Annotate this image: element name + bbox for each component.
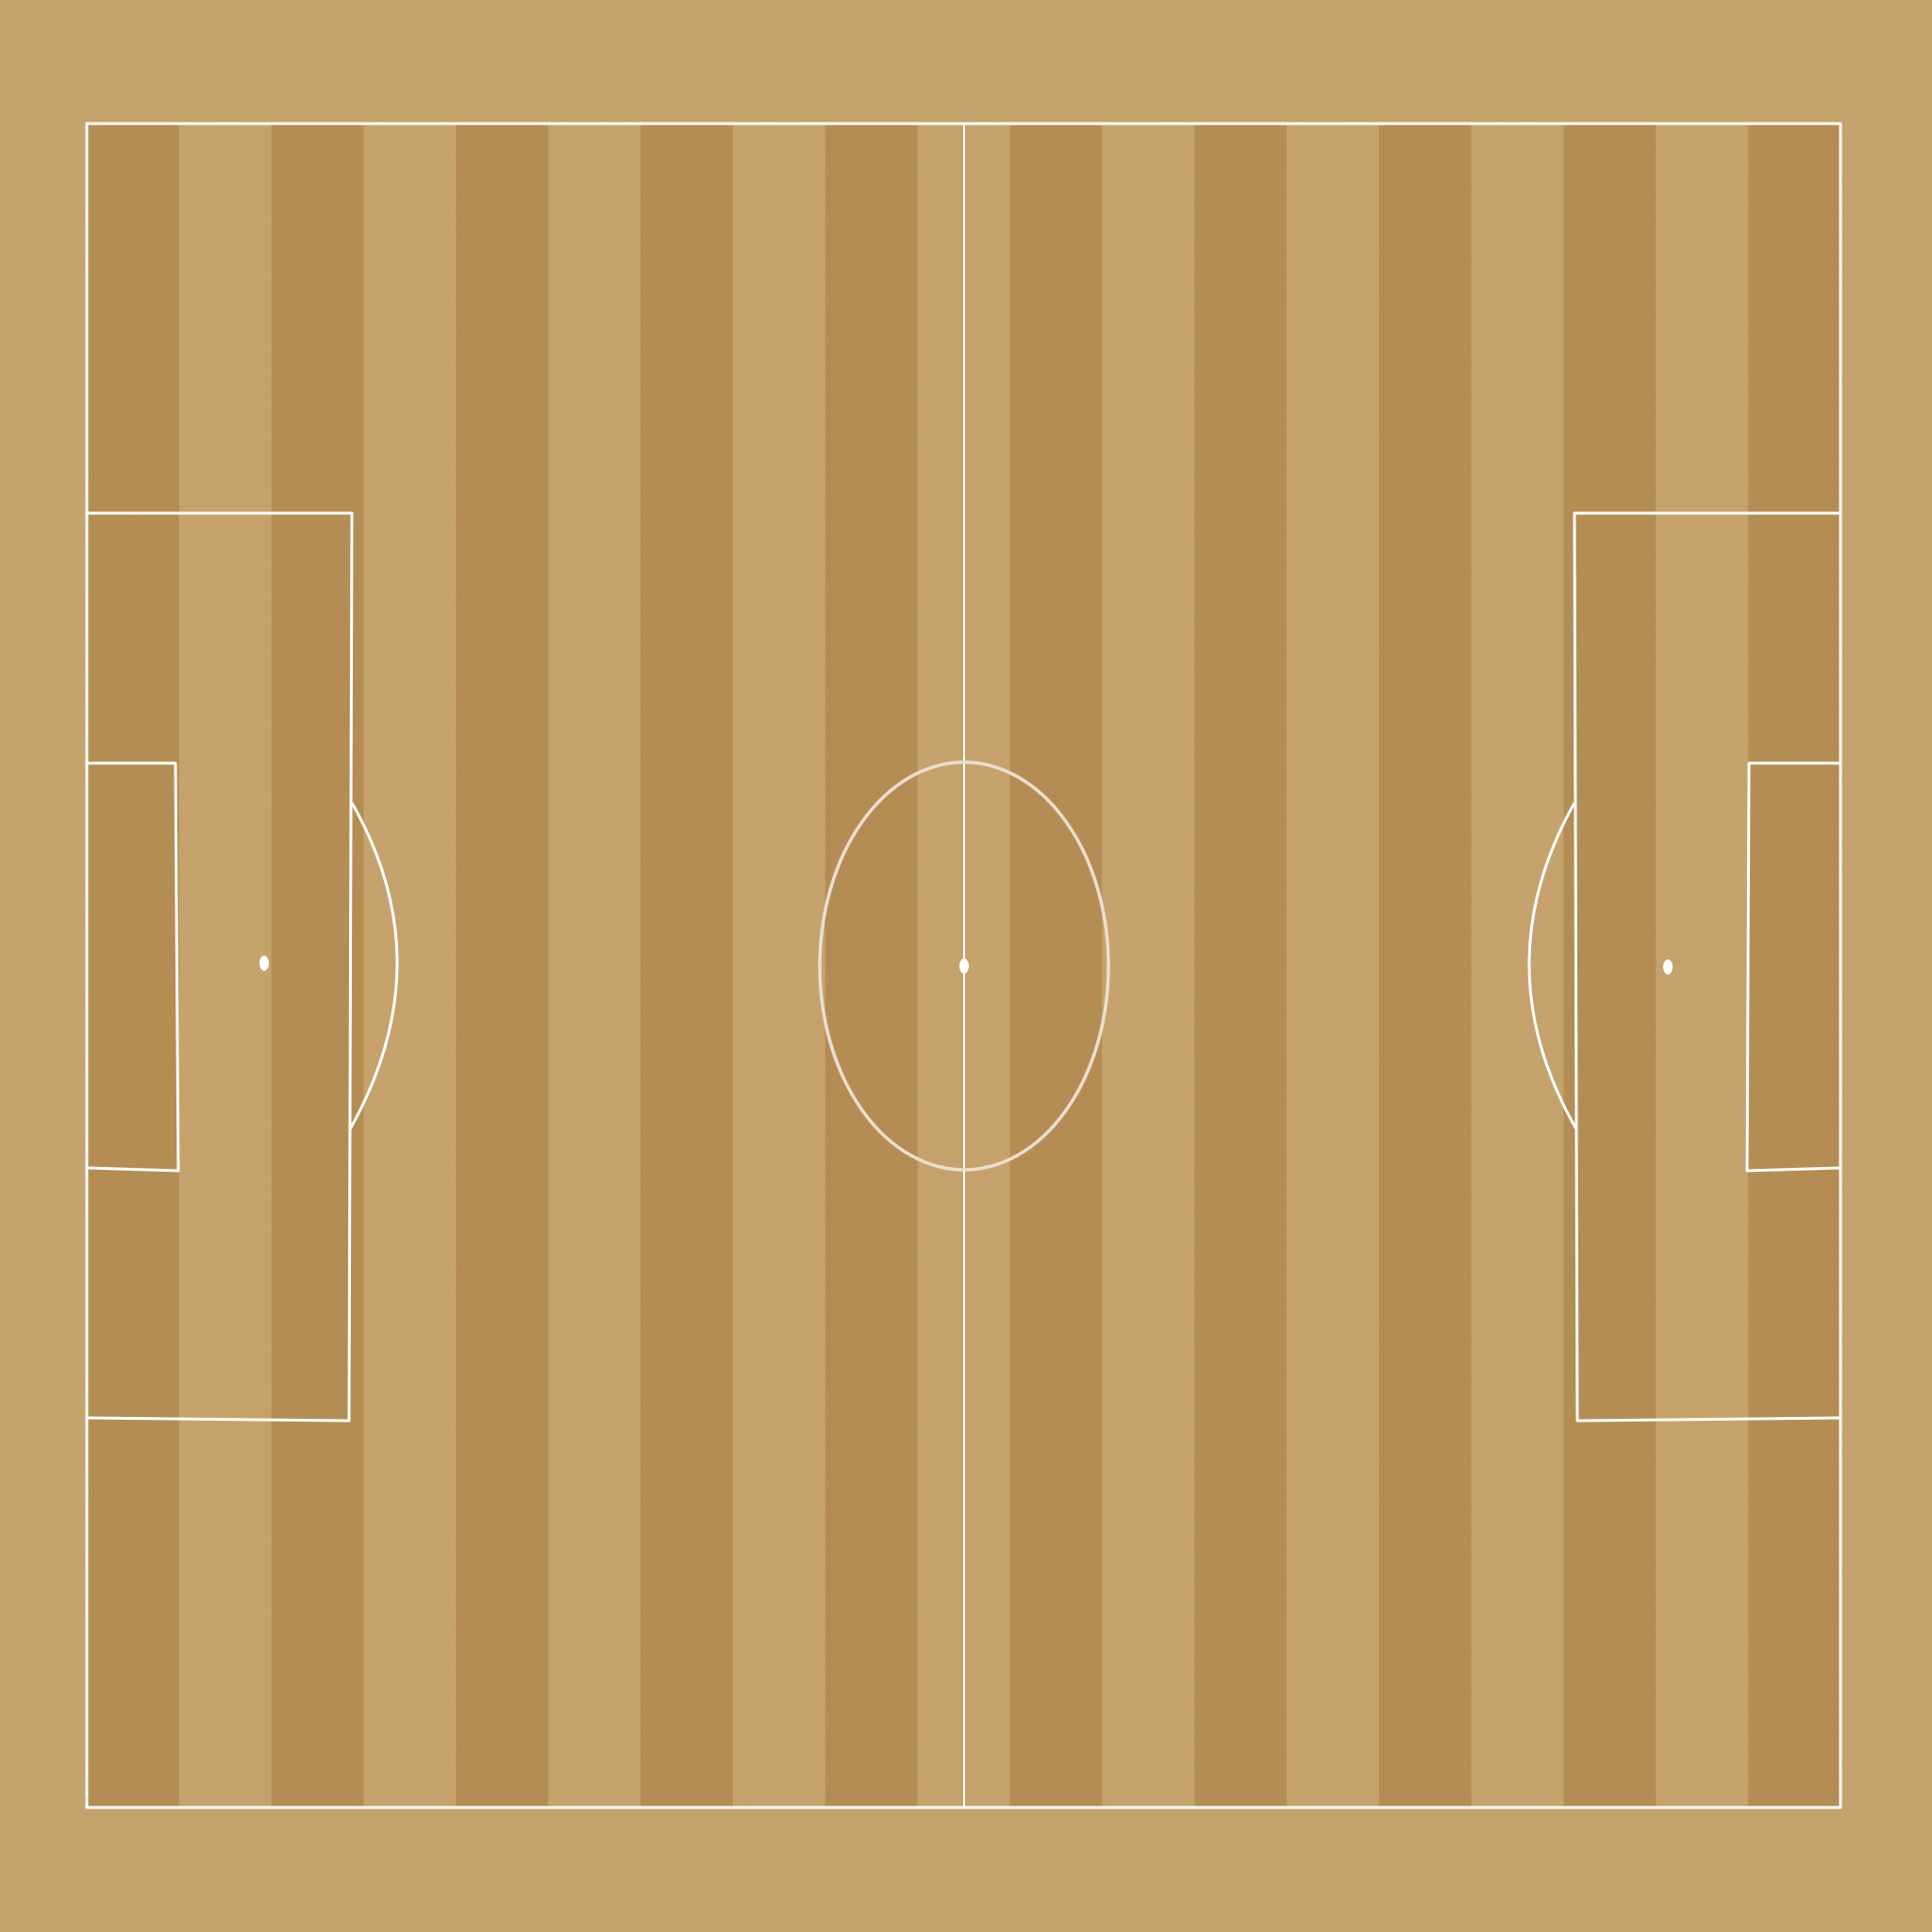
stripe-dark — [1563, 124, 1657, 1807]
stripe-dark — [641, 124, 734, 1807]
left-penalty-area — [86, 511, 354, 1423]
stripe-dark — [1378, 124, 1473, 1807]
stripe-light — [732, 124, 826, 1807]
pitch-markings — [85, 122, 1842, 1809]
stripe-dark — [1748, 124, 1841, 1807]
right-goal-area — [1745, 761, 1841, 1173]
left-goal-area — [86, 761, 180, 1173]
stripe-light — [1286, 124, 1380, 1807]
stripe-light — [363, 124, 457, 1807]
right-penalty-arc — [1527, 802, 1578, 1130]
stripe-light — [178, 124, 273, 1807]
stripe-dark — [1009, 124, 1103, 1807]
right-penalty-area — [1573, 511, 1841, 1423]
stripe-dark — [824, 124, 919, 1807]
center-spot — [959, 958, 969, 974]
stripe-light — [1471, 124, 1564, 1807]
right-penalty-spot — [1663, 959, 1673, 974]
stripe-dark — [1194, 124, 1288, 1807]
center-circle — [818, 760, 1110, 1172]
left-penalty-spot — [259, 956, 269, 971]
stripe-dark — [87, 124, 180, 1807]
left-penalty-arc — [348, 802, 399, 1130]
pitch-stripes — [87, 124, 1841, 1807]
stripe-light — [1102, 124, 1195, 1807]
stripe-dark — [456, 124, 549, 1807]
stripe-dark — [271, 124, 365, 1807]
stripe-light — [548, 124, 641, 1807]
